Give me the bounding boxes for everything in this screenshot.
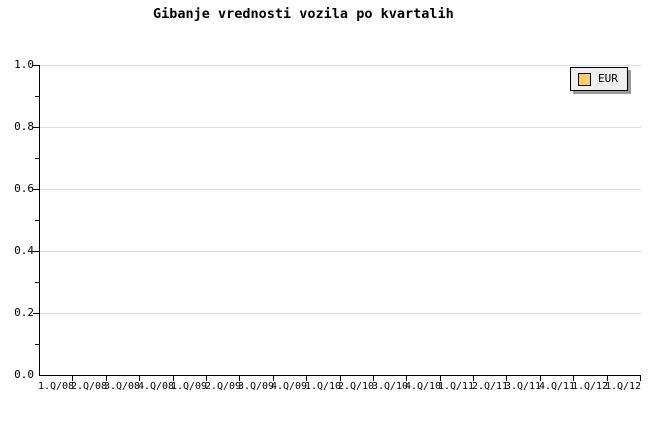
x-axis-label: 2.Q/09 [204,381,242,392]
x-axis-tick [306,376,307,381]
y-axis-minor-tick [35,158,39,159]
y-axis-line [39,65,40,376]
x-axis-tick [540,376,541,381]
y-gridline [40,189,641,190]
x-axis-tick [373,376,374,381]
x-axis-label: 1.Q/12 [571,381,609,392]
y-axis-minor-tick [35,282,39,283]
x-axis-label: 4.Q/10 [404,381,442,392]
y-axis-label: 0.0 [14,368,34,381]
x-axis-label: 3.Q/10 [371,381,409,392]
x-axis-line [39,375,641,376]
y-gridline [40,127,641,128]
x-axis-tick [506,376,507,381]
y-axis-major-tick [33,127,39,128]
legend-swatch-eur-icon [578,72,591,86]
x-axis-label: 3.Q/11 [504,381,542,392]
legend: EUR [570,67,628,91]
x-axis-label: 3.Q/09 [237,381,275,392]
x-axis-label: 2.Q/10 [337,381,375,392]
x-axis-tick [72,376,73,381]
y-axis-minor-tick [35,220,39,221]
x-axis-label: 3.Q/08 [103,381,141,392]
x-axis-label: 1.Q/10 [304,381,342,392]
x-axis-label: 1.Q/11 [437,381,475,392]
x-axis-label: 4.Q/11 [538,381,576,392]
x-axis-tick [239,376,240,381]
chart-title: Gibanje vrednosti vozila po kvartalih [153,6,454,22]
x-axis-tick [473,376,474,381]
y-gridline [40,65,641,66]
y-axis-label: 0.4 [14,244,34,257]
x-axis-tick [106,376,107,381]
y-gridline [40,313,641,314]
y-axis-major-tick [33,65,39,66]
x-axis-label: 1.Q/12 [604,381,642,392]
x-axis-label: 4.Q/09 [270,381,308,392]
y-axis-major-tick [33,313,39,314]
x-axis-tick [640,376,641,381]
y-axis-minor-tick [35,344,39,345]
x-axis-label: 1.Q/09 [170,381,208,392]
y-axis-major-tick [33,251,39,252]
y-axis-label: 0.8 [14,120,34,133]
x-axis-tick [173,376,174,381]
x-axis-tick [273,376,274,381]
x-axis-tick [406,376,407,381]
y-axis-label: 1.0 [14,58,34,71]
x-axis-tick [340,376,341,381]
x-axis-tick [573,376,574,381]
x-axis-label: 4.Q/08 [137,381,175,392]
x-axis-tick [139,376,140,381]
x-axis-tick [206,376,207,381]
y-axis-major-tick [33,189,39,190]
y-axis-label: 0.2 [14,306,34,319]
legend-label-eur: EUR [598,72,618,85]
y-gridline [40,251,641,252]
x-axis-label: 1.Q/08 [37,381,75,392]
y-axis-label: 0.6 [14,182,34,195]
x-axis-tick [607,376,608,381]
x-axis-label: 2.Q/11 [471,381,509,392]
x-axis-label: 2.Q/08 [70,381,108,392]
y-axis-minor-tick [35,96,39,97]
x-axis-tick [440,376,441,381]
